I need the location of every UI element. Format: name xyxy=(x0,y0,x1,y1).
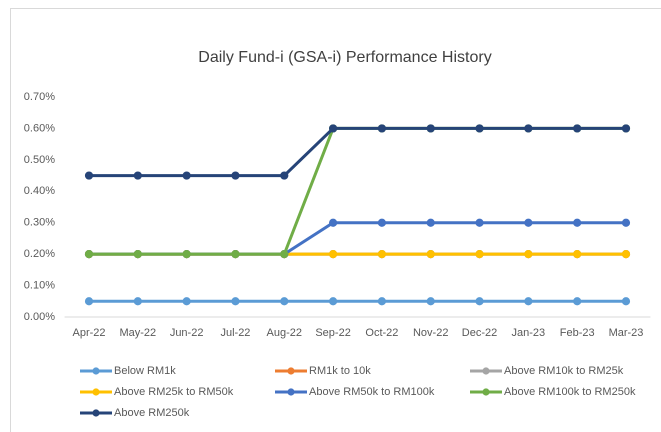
point xyxy=(377,124,387,133)
legend-label: RM1k to 10k xyxy=(309,365,371,377)
legend-marker xyxy=(482,367,490,375)
y-tick-label: 0.70% xyxy=(24,91,55,103)
point xyxy=(475,250,484,259)
point xyxy=(475,297,484,306)
legend-label: Above RM50k to RM100k xyxy=(309,386,435,398)
point xyxy=(377,218,387,227)
x-tick-label: Sep-22 xyxy=(315,327,350,339)
point xyxy=(133,250,142,259)
x-tick-label: Nov-22 xyxy=(413,327,448,339)
point xyxy=(573,250,582,259)
point xyxy=(621,297,631,306)
point xyxy=(573,124,582,133)
point xyxy=(524,124,533,133)
point xyxy=(182,250,191,259)
point xyxy=(426,124,435,133)
legend-marker xyxy=(287,388,295,396)
point xyxy=(426,297,435,306)
series-line xyxy=(89,126,626,178)
legend-marker xyxy=(92,367,100,375)
point xyxy=(573,218,582,227)
point xyxy=(524,297,533,306)
point xyxy=(524,250,533,259)
y-tick-label: 0.00% xyxy=(24,311,55,323)
point xyxy=(182,171,191,180)
point xyxy=(133,171,142,180)
point xyxy=(231,250,240,259)
x-tick-label: Dec-22 xyxy=(462,327,497,339)
legend-label: Above RM10k to RM25k xyxy=(504,365,624,377)
y-tick-label: 0.20% xyxy=(24,248,55,260)
legend-label: Above RM250k xyxy=(114,407,190,419)
point xyxy=(377,297,387,306)
point xyxy=(621,124,631,133)
point xyxy=(524,218,533,227)
x-tick-label: Jan-23 xyxy=(512,327,546,339)
point xyxy=(84,171,94,180)
point xyxy=(328,124,338,133)
point xyxy=(475,218,484,227)
legend-marker xyxy=(287,367,295,375)
legend-label: Below RM1k xyxy=(114,365,176,377)
point xyxy=(280,250,289,259)
legend-marker xyxy=(92,409,100,417)
x-tick-label: Jun-22 xyxy=(170,327,204,339)
y-tick-label: 0.60% xyxy=(24,122,55,134)
x-tick-label: Jul-22 xyxy=(220,327,250,339)
point xyxy=(621,250,631,259)
point xyxy=(426,218,435,227)
point xyxy=(328,218,338,227)
point xyxy=(84,297,94,306)
point xyxy=(133,297,142,306)
point xyxy=(621,218,631,227)
y-tick-label: 0.30% xyxy=(24,217,55,229)
point xyxy=(84,250,94,259)
point xyxy=(475,124,484,133)
point xyxy=(328,297,338,306)
point xyxy=(377,250,387,259)
x-tick-label: Aug-22 xyxy=(267,327,302,339)
point xyxy=(426,250,435,259)
x-tick-label: May-22 xyxy=(119,327,156,339)
x-tick-label: Oct-22 xyxy=(365,327,398,339)
x-tick-label: Mar-23 xyxy=(609,327,644,339)
point xyxy=(573,297,582,306)
legend-label: Above RM25k to RM50k xyxy=(114,386,234,398)
y-tick-label: 0.50% xyxy=(24,154,55,166)
legend-marker xyxy=(482,388,490,396)
x-tick-label: Feb-23 xyxy=(560,327,595,339)
legend-label: Above RM100k to RM250k xyxy=(504,386,636,398)
point xyxy=(280,297,289,306)
y-tick-label: 0.40% xyxy=(24,185,55,197)
y-tick-label: 0.10% xyxy=(24,279,55,291)
point xyxy=(231,171,240,180)
point xyxy=(280,171,289,180)
chart-title: Daily Fund-i (GSA-i) Performance History xyxy=(198,49,491,66)
point xyxy=(328,250,338,259)
x-tick-label: Apr-22 xyxy=(72,327,105,339)
point xyxy=(182,297,191,306)
legend-marker xyxy=(92,388,100,396)
point xyxy=(231,297,240,306)
